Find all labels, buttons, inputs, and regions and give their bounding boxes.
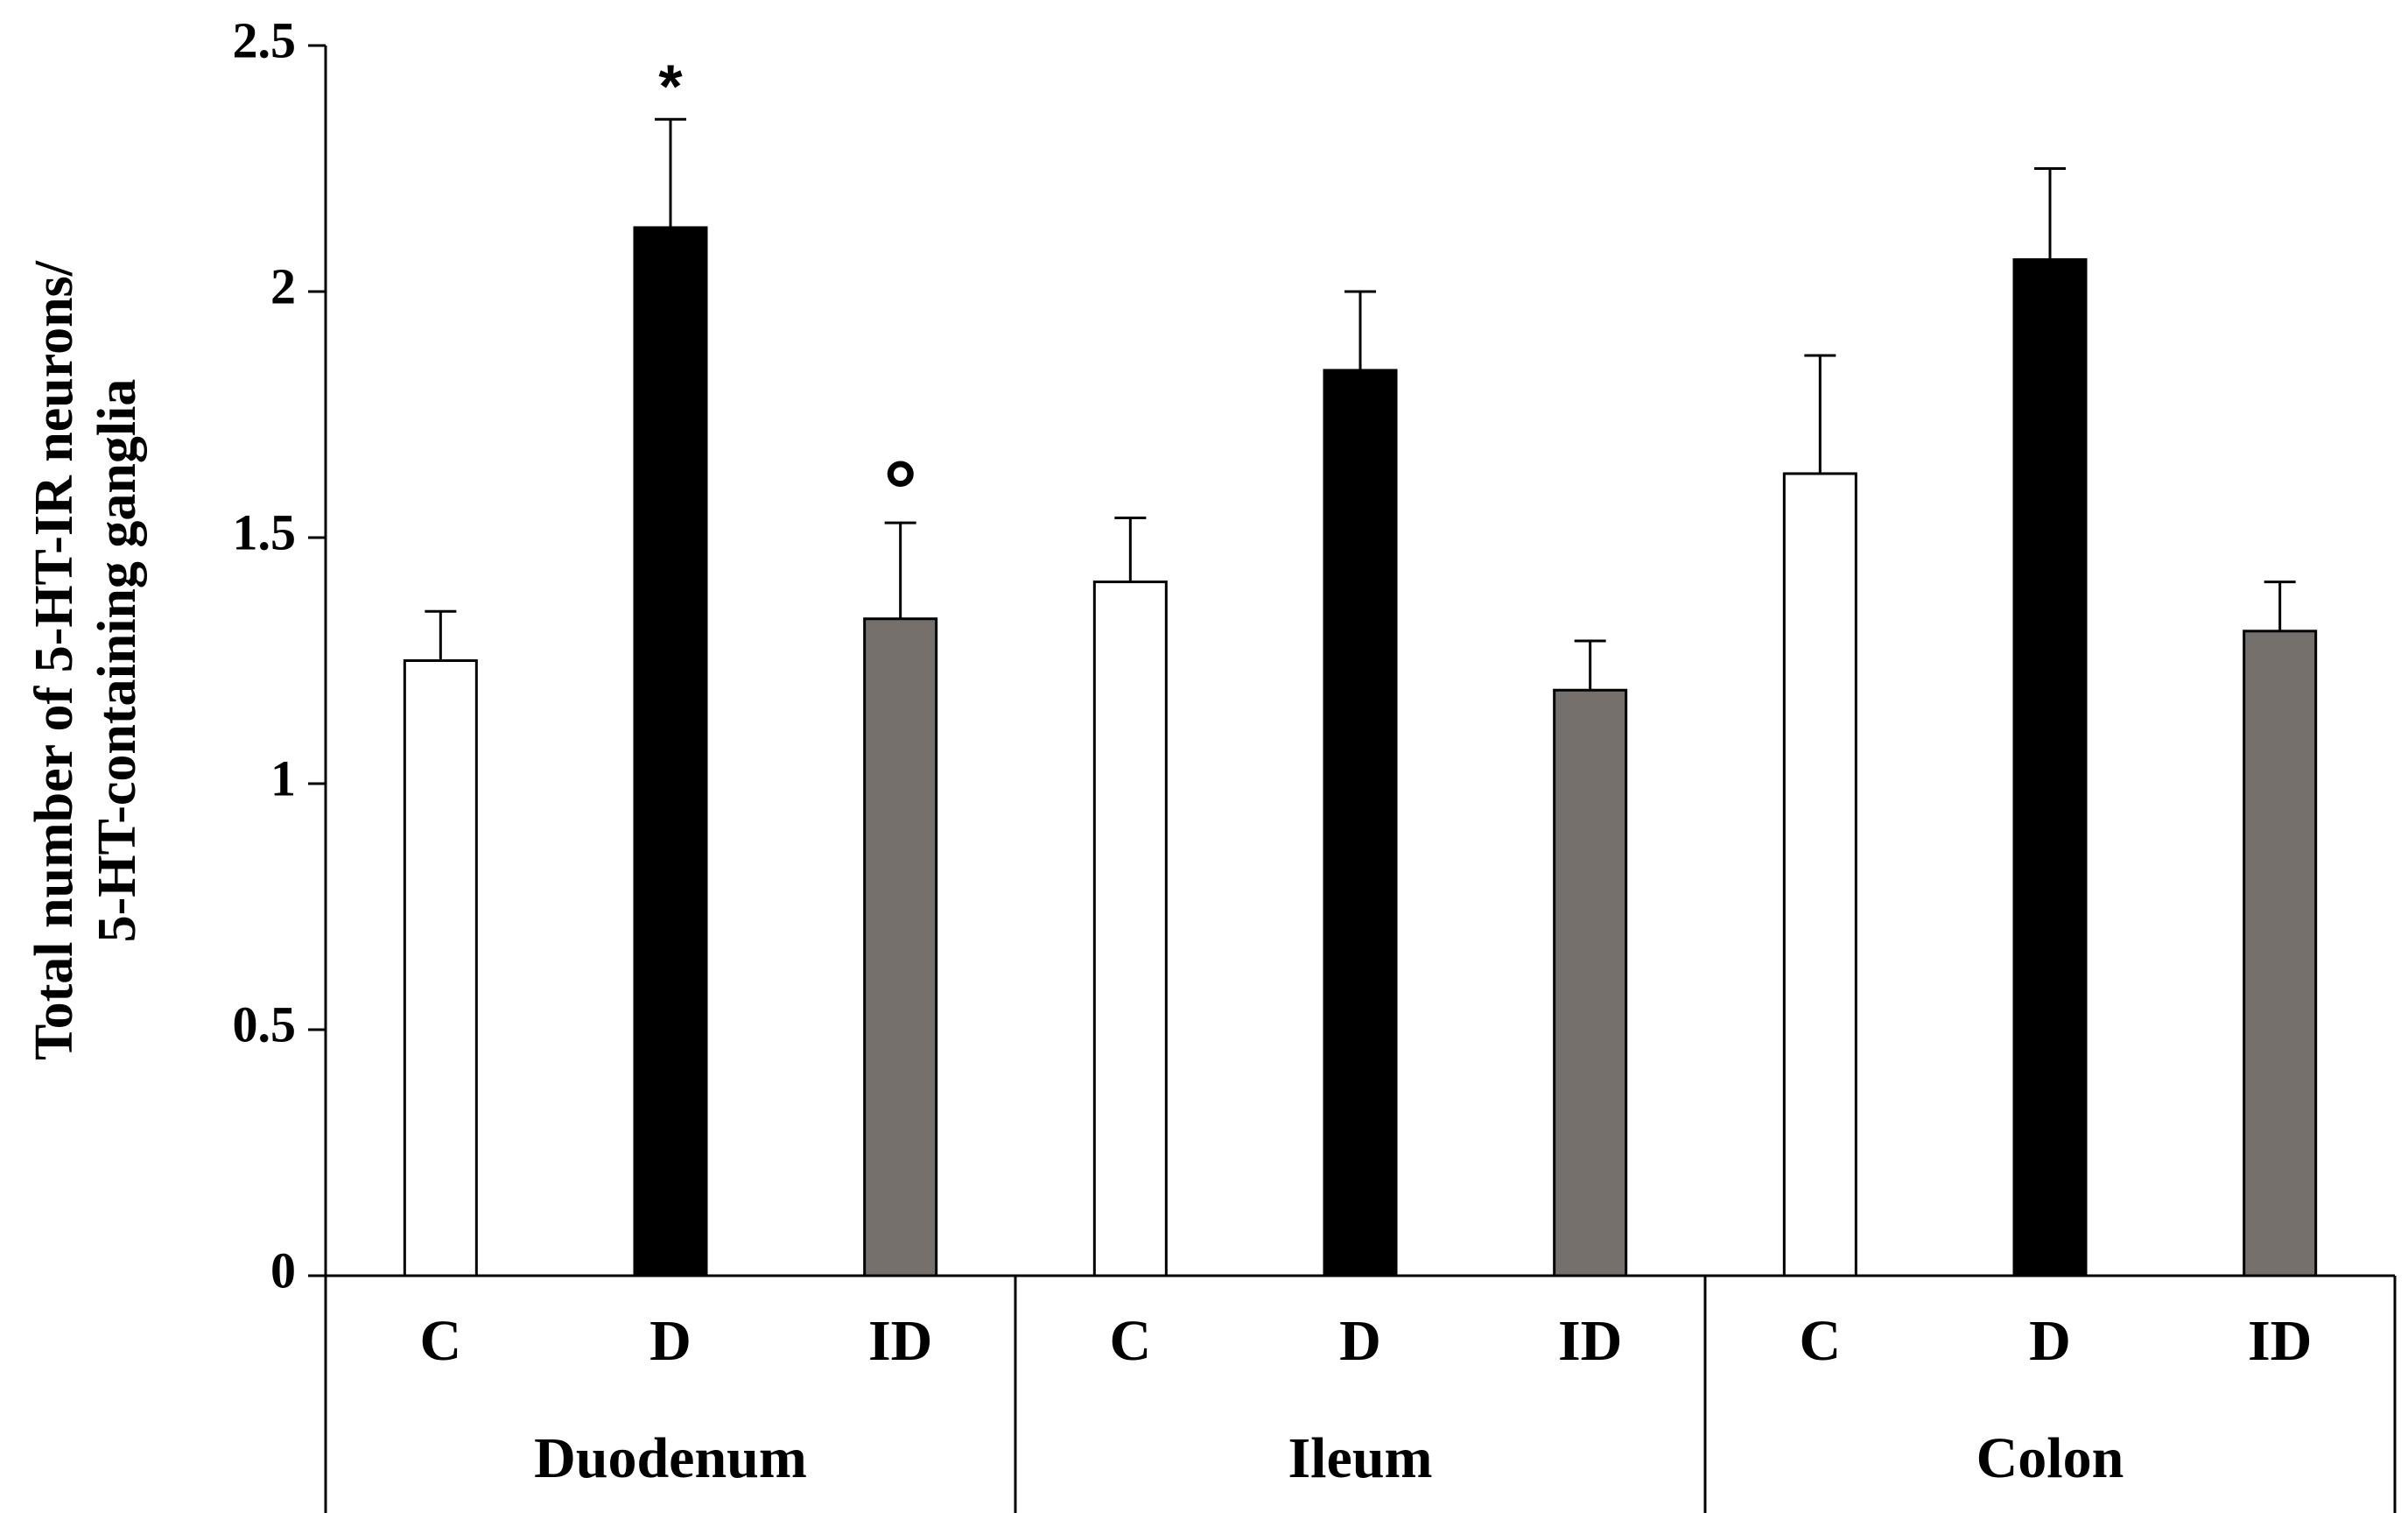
y-tick-label: 2 [270, 257, 296, 314]
bar [633, 226, 708, 1277]
bar [1092, 581, 1168, 1277]
group-label: Colon [1976, 1426, 2124, 1490]
category-label: D [1339, 1309, 1381, 1373]
group-label: Duodenum [534, 1426, 807, 1490]
y-tick-label: 1.5 [233, 503, 297, 560]
y-tick-label: 0 [270, 1242, 296, 1298]
category-label: C [1109, 1309, 1151, 1373]
category-label: ID [1558, 1309, 1622, 1373]
bar [403, 659, 478, 1277]
significance-annotation: ° [883, 444, 916, 538]
bar [1553, 688, 1628, 1277]
bar [2012, 257, 2088, 1277]
significance-annotation: * [658, 52, 683, 120]
category-label: ID [2248, 1309, 2312, 1373]
y-axis-label: Total number of 5-HT-IR neurons/5-HT-con… [25, 260, 147, 1060]
y-tick-label: 2.5 [233, 11, 297, 68]
category-label: D [2029, 1309, 2071, 1373]
category-label: C [419, 1309, 461, 1373]
y-tick-label: 1 [270, 749, 296, 806]
category-label: C [1799, 1309, 1841, 1373]
y-axis-label-line: Total number of 5-HT-IR neurons/ [25, 260, 84, 1060]
y-axis-label-line: 5-HT-containing ganglia [88, 379, 147, 943]
category-label: ID [868, 1309, 932, 1373]
x-axis: Duodenum C D ID Ileum C D ID Colon C D ID [324, 1274, 2397, 1513]
bar [1323, 369, 1398, 1277]
bars: *° [403, 52, 2318, 1277]
group-label: Ileum [1288, 1426, 1433, 1490]
bar [1782, 472, 1857, 1277]
bar [2243, 630, 2318, 1277]
y-tick-label: 0.5 [233, 996, 297, 1052]
bar [863, 617, 938, 1277]
y-axis: 0 0.5 1 1.5 2 2.5 [233, 11, 327, 1298]
category-label: D [649, 1309, 692, 1373]
